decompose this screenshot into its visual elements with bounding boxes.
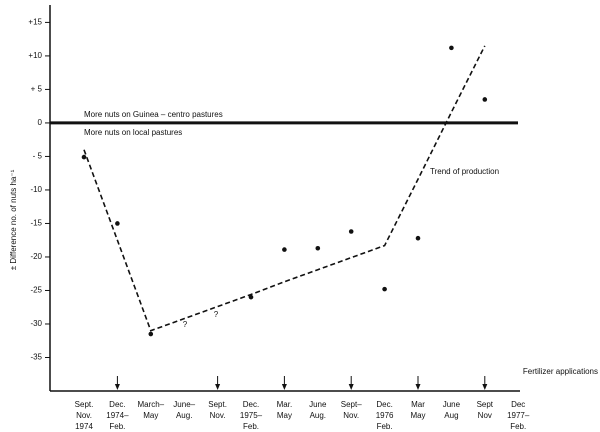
y-tick-label: 0 [38, 118, 43, 127]
x-tick-label: March– [137, 400, 164, 409]
data-point [449, 45, 454, 51]
data-point [115, 221, 120, 226]
y-tick-label: -20 [30, 252, 42, 261]
x-tick-label: 1976 [376, 411, 394, 420]
x-tick-label: Dec [511, 400, 525, 409]
x-tick-label: 1974 [75, 422, 93, 431]
x-tick-label: Mar [411, 400, 425, 409]
y-tick-label: -35 [30, 353, 42, 362]
trend-line [83, 45, 486, 332]
data-point [348, 229, 354, 234]
x-tick-label: Aug. [176, 411, 192, 420]
x-tick-label: Feb. [377, 422, 393, 431]
data-point [482, 97, 488, 102]
x-tick-label: June– [173, 400, 195, 409]
data-point [382, 286, 387, 292]
x-tick-label: Aug. [310, 411, 326, 420]
x-tick-label: May [410, 411, 425, 420]
arrow-head [415, 384, 421, 390]
y-tick-label: -10 [30, 185, 42, 194]
x-tick-label: June [309, 400, 327, 409]
x-tick-label: Nov. [343, 411, 359, 420]
x-tick-label: Nov. [210, 411, 226, 420]
x-tick-label: Mar. [277, 400, 293, 409]
x-tick-label: Sept– [341, 400, 362, 409]
y-axis-label: ± Difference no. of nuts ha⁻¹ [9, 169, 18, 270]
annotation: More nuts on Guinea – centro pastures [84, 110, 223, 119]
x-tick-label: 1977– [507, 411, 530, 420]
arrow-head [215, 384, 221, 390]
y-tick-label: -15 [30, 219, 42, 228]
annotation: More nuts on local pastures [84, 128, 182, 137]
x-tick-label: Aug [444, 411, 458, 420]
x-tick-label: Sept. [75, 400, 94, 409]
arrow-head [482, 384, 488, 390]
x-tick-label: Dec. [109, 400, 125, 409]
x-tick-label: Sept. [208, 400, 227, 409]
data-point [415, 235, 421, 241]
x-tick-label: Feb. [510, 422, 526, 431]
arrow-head [281, 384, 287, 390]
y-tick-label: + 5 [31, 85, 43, 94]
y-tick-label: -25 [30, 286, 42, 295]
x-tick-label: Nov. [76, 411, 92, 420]
arrow-head [114, 384, 120, 390]
x-tick-label: 1975– [240, 411, 263, 420]
y-tick-label: +15 [28, 18, 42, 27]
x-tick-label: May [143, 411, 158, 420]
x-tick-label: June [443, 400, 461, 409]
x-tick-label: May [277, 411, 292, 420]
x-tick-label: Nov [478, 411, 492, 420]
data-point [148, 331, 154, 337]
annotation: Fertilizer applications [523, 367, 598, 376]
x-tick-label: Sept [477, 400, 494, 409]
y-tick-label: - 5 [33, 152, 43, 161]
trend-label: Trend of production [430, 167, 499, 176]
data-point [248, 294, 254, 300]
x-tick-label: Dec. [243, 400, 259, 409]
y-tick-label: -30 [30, 319, 42, 328]
y-tick-label: +10 [28, 51, 42, 60]
x-tick-label: Feb. [109, 422, 125, 431]
x-tick-label: Feb. [243, 422, 259, 431]
annotation: ? [214, 310, 219, 319]
annotation: ? [183, 320, 188, 329]
data-point [315, 245, 321, 251]
x-tick-label: Dec. [376, 400, 392, 409]
data-point [282, 247, 287, 252]
arrow-head [348, 384, 354, 390]
data-point [81, 154, 87, 160]
x-tick-label: 1974– [106, 411, 129, 420]
